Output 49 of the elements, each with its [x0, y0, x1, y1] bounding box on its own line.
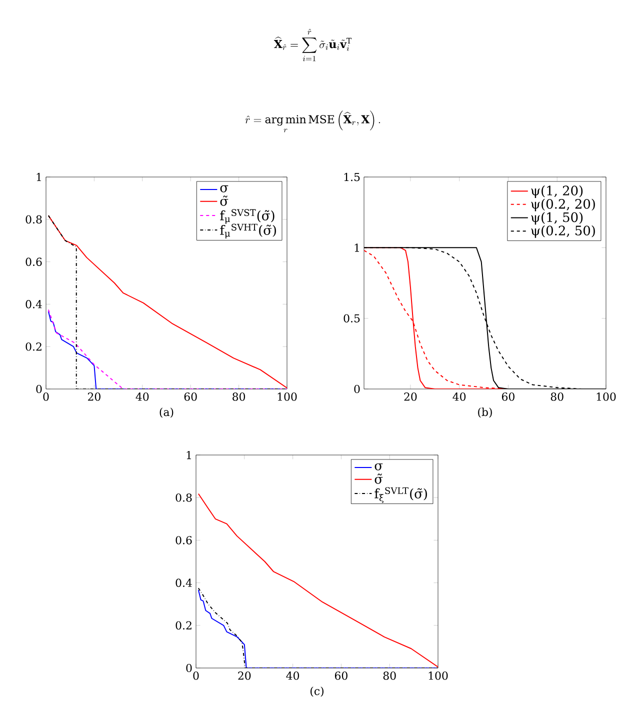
text: $\hat r=\mathop{\arg\min}\limits_r \mathrm{MSE}\left(\widehat{\mathbf X}_r,\mathbf X\right).$ — [245, 110, 380, 132]
y-tick-label: 0.4 — [176, 578, 192, 587]
legend-label: ψ(0.2, 50) — [531, 225, 595, 238]
y-tick-label: 0 — [354, 384, 360, 394]
legend-label: f$_{μ}$$^{SVHT}$(σ̃) — [220, 224, 276, 238]
y-tick-label: 1 — [36, 172, 41, 182]
x-tick-label: 20 — [88, 392, 100, 401]
x-tick-label: 0 — [43, 392, 49, 401]
x-tick-label: 60 — [502, 392, 514, 401]
y-tick-label: 0.2 — [26, 342, 42, 351]
x-tick-label: 100 — [596, 392, 616, 401]
legend-label: σ — [374, 463, 383, 470]
legend-label: ψ(1, 50) — [531, 212, 583, 225]
x-tick-label: 20 — [238, 672, 251, 680]
x-tick-label: 40 — [286, 672, 300, 680]
y-tick-label: 0.8 — [26, 215, 42, 224]
y-tick-label: 0.2 — [176, 621, 192, 630]
legend-label: σ — [220, 185, 228, 192]
legend-label: f$_{ξ}$$^{SVLT}$(σ̃) — [374, 487, 427, 503]
x-tick-label: 80 — [550, 392, 564, 401]
x-tick-label: 60 — [334, 672, 348, 680]
y-tick-label: 0.6 — [26, 258, 42, 266]
legend-label: σ̃ — [220, 196, 228, 206]
y-tick-label: 0.6 — [176, 536, 192, 544]
y-tick-label: 1 — [186, 450, 191, 460]
y-tick-label: 0.8 — [176, 493, 192, 502]
y-tick-label: 1.5 — [344, 172, 360, 182]
x-tick-label: 100 — [278, 392, 297, 401]
y-tick-label: 1 — [354, 244, 359, 252]
x-tick-label: 40 — [136, 392, 149, 401]
x-tick-label: 80 — [232, 392, 246, 401]
y-tick-label: 0 — [36, 384, 42, 394]
x-axis-title: (b) — [478, 408, 492, 418]
y-tick-label: 0.4 — [26, 300, 42, 308]
x-tick-label: 0 — [193, 672, 199, 680]
legend-label: ψ(1, 20) — [531, 185, 583, 198]
y-tick-label: 0.5 — [344, 314, 360, 322]
x-axis-title: (c) — [310, 686, 324, 697]
x-tick-label: 20 — [404, 392, 417, 401]
x-tick-label: 80 — [383, 672, 396, 680]
x-tick-label: 100 — [428, 672, 448, 680]
legend-label: σ̃ — [374, 474, 383, 484]
legend-label: ψ(0.2, 20) — [531, 198, 595, 212]
text: $\widehat{\mathbf{X}}_{\hat r}=\sum_{i=1}^{\hat r}\tilde\sigma_i\tilde{\mathbf u}_i\tilde{\mathbf v}_i^{\mathrm T}$ — [274, 28, 352, 62]
x-tick-label: 60 — [184, 392, 197, 401]
x-axis-title: (a) — [160, 408, 174, 418]
x-tick-label: 40 — [452, 392, 466, 401]
y-tick-label: 0 — [186, 664, 192, 672]
legend-label: f$_{μ}$$^{SVST}$(σ̃) — [220, 209, 274, 224]
